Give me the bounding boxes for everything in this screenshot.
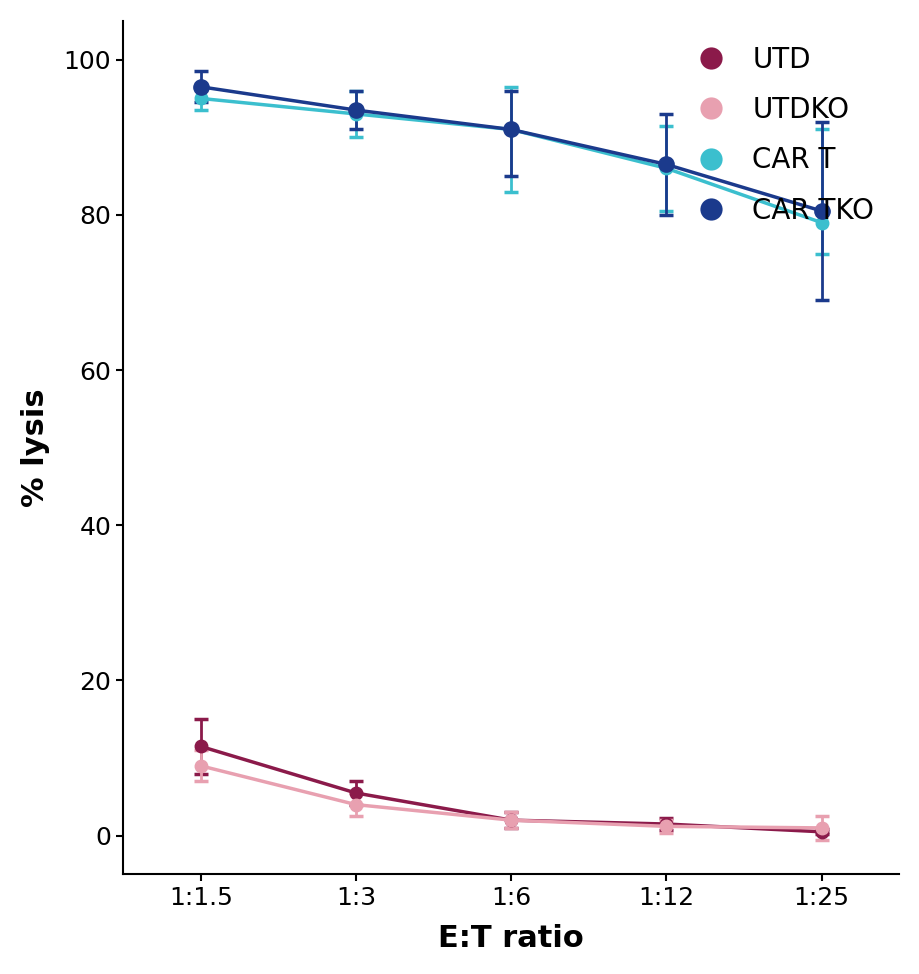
Y-axis label: % lysis: % lysis [21, 389, 50, 506]
Legend: UTD, UTDKO, CAR T, CAR TKO: UTD, UTDKO, CAR T, CAR TKO [685, 35, 884, 236]
X-axis label: E:T ratio: E:T ratio [437, 924, 584, 954]
